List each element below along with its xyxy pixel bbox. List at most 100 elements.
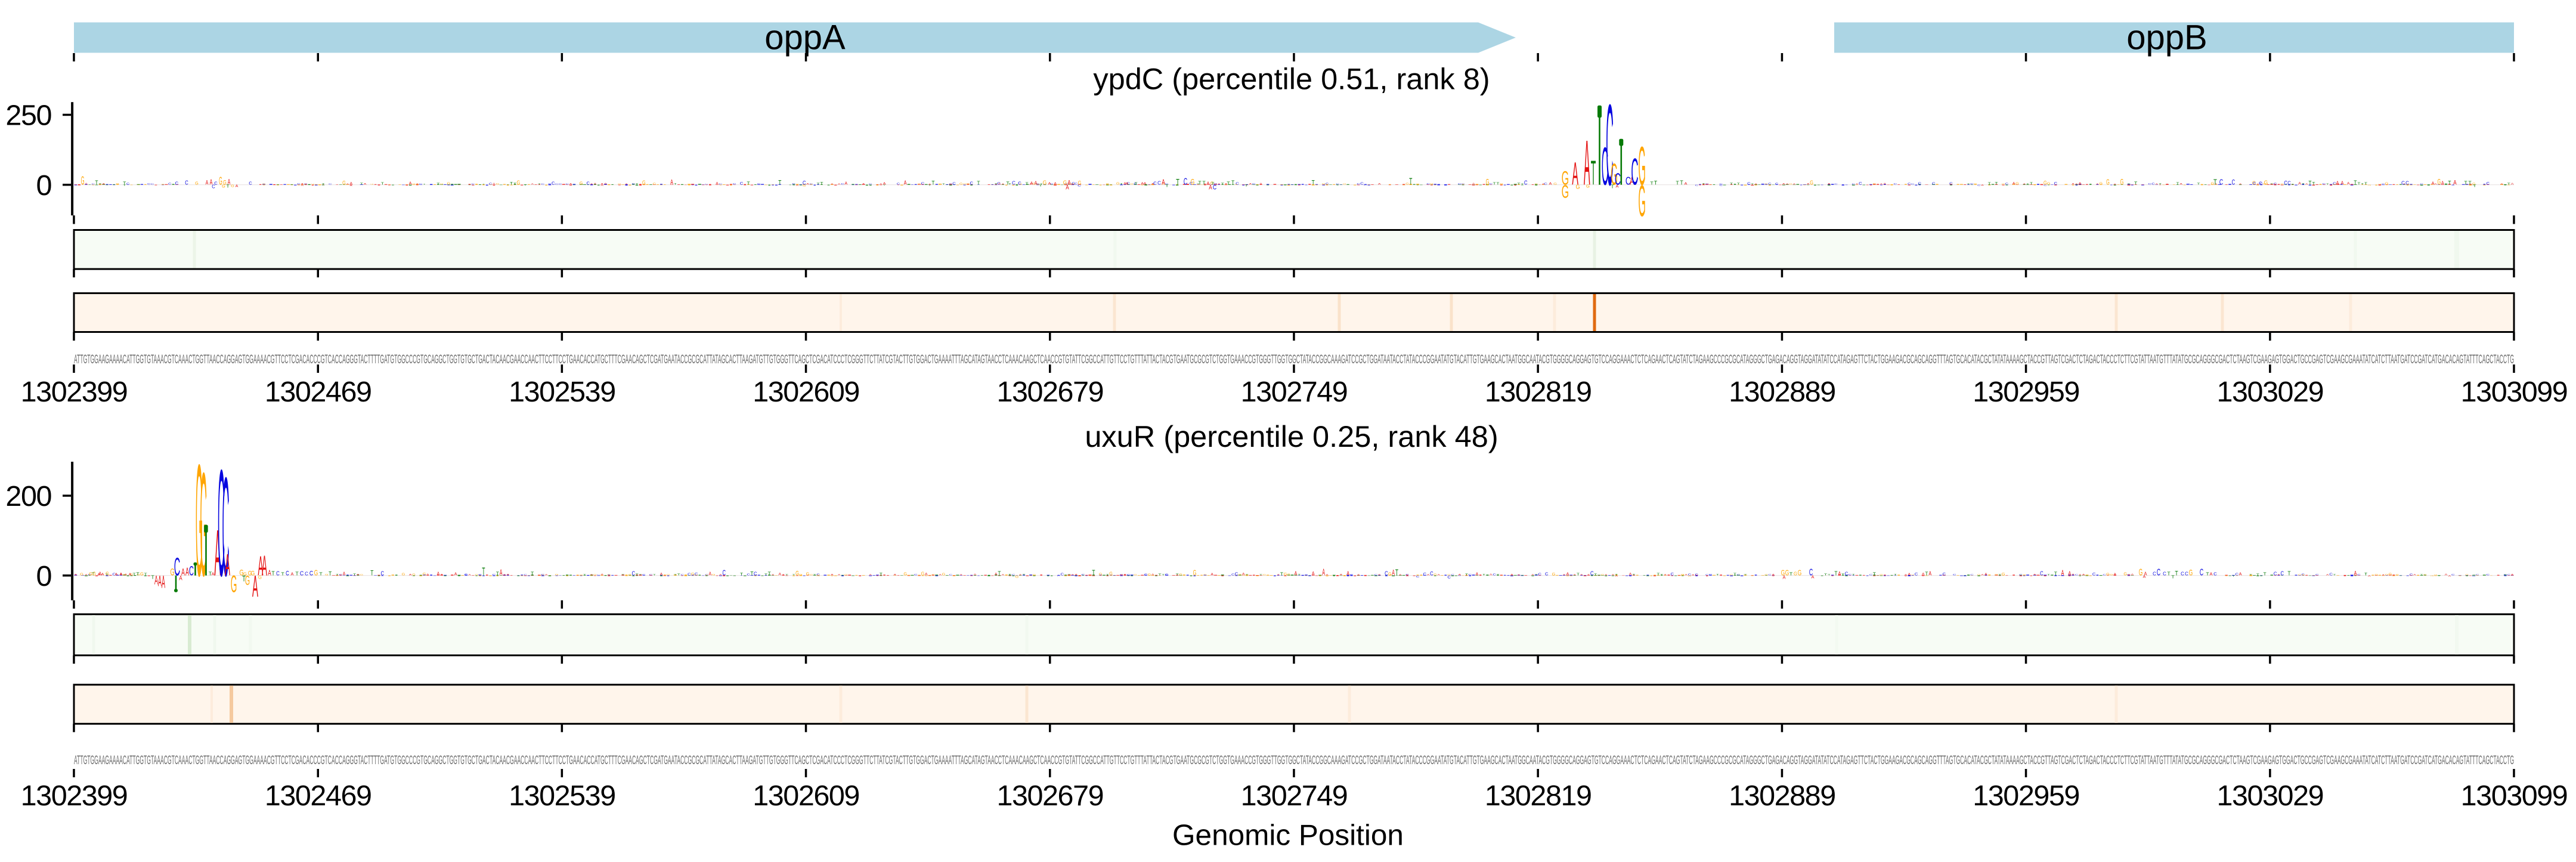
svg-text:C: C	[168, 183, 172, 186]
svg-text:G: G	[1764, 574, 1768, 576]
svg-text:G: G	[712, 574, 716, 576]
svg-text:T: T	[1535, 574, 1538, 576]
svg-text:C: C	[2187, 184, 2190, 185]
svg-text:T: T	[813, 574, 816, 576]
svg-text:T: T	[1221, 183, 1224, 186]
svg-text:T: T	[1280, 571, 1283, 576]
svg-text:G: G	[903, 571, 907, 577]
svg-text:ATTGTGGAAGAAAACATTGGTGTAAACGTC: ATTGTGGAAGAAAACATTGGTGTAAACGTCAAACTGGTTA…	[74, 752, 2514, 767]
svg-text:T: T	[2159, 183, 2162, 186]
svg-text:T: T	[1716, 574, 1719, 576]
svg-text:C: C	[1709, 574, 1713, 576]
svg-text:C: C	[276, 570, 280, 577]
svg-text:C: C	[1915, 572, 1918, 576]
svg-text:T: T	[513, 183, 516, 186]
svg-text:A: A	[545, 574, 548, 576]
svg-text:T: T	[1092, 569, 1095, 577]
svg-text:T: T	[1680, 180, 1683, 186]
svg-text:G: G	[1575, 184, 1580, 190]
svg-text:T: T	[2206, 572, 2209, 577]
svg-text:A: A	[1922, 573, 1925, 576]
svg-text:G: G	[222, 184, 225, 189]
svg-text:A: A	[844, 181, 847, 186]
svg-text:oppA: oppA	[764, 18, 846, 57]
svg-text:G: G	[1995, 574, 1998, 576]
svg-text:A: A	[939, 574, 942, 576]
svg-text:T: T	[883, 184, 887, 186]
svg-text:C: C	[2185, 571, 2188, 576]
svg-text:C: C	[304, 184, 308, 186]
svg-text:C: C	[688, 573, 691, 577]
svg-text:G: G	[1109, 571, 1113, 577]
svg-text:C: C	[151, 184, 154, 186]
svg-text:A: A	[2298, 182, 2301, 186]
svg-text:Genomic Position: Genomic Position	[1172, 819, 1404, 852]
svg-text:G: G	[1638, 177, 1645, 226]
svg-text:A: A	[472, 185, 475, 186]
svg-text:A: A	[1030, 181, 1033, 186]
svg-text:A: A	[454, 571, 457, 577]
svg-text:C: C	[1544, 183, 1547, 186]
svg-text:A: A	[2023, 183, 2026, 185]
svg-text:A: A	[893, 574, 896, 576]
svg-text:A: A	[594, 183, 597, 186]
svg-text:T: T	[1395, 567, 1399, 577]
svg-text:A: A	[2012, 182, 2015, 186]
svg-text:T: T	[1176, 177, 1179, 187]
svg-text:G: G	[1785, 569, 1789, 577]
svg-text:T: T	[817, 183, 820, 186]
svg-text:C: C	[189, 563, 194, 578]
svg-text:G: G	[1148, 574, 1151, 576]
svg-text:C: C	[249, 181, 252, 186]
svg-text:C: C	[1082, 574, 1085, 576]
svg-text:T: T	[2420, 574, 2423, 576]
svg-text:C: C	[329, 184, 332, 186]
svg-text:0: 0	[36, 560, 51, 592]
svg-text:T: T	[928, 184, 931, 186]
svg-text:T: T	[583, 574, 586, 576]
svg-text:C: C	[2103, 574, 2106, 576]
svg-text:A: A	[600, 185, 603, 187]
svg-text:T: T	[360, 183, 363, 186]
svg-text:A: A	[162, 572, 165, 592]
svg-text:T: T	[636, 573, 639, 576]
svg-text:C: C	[300, 570, 304, 577]
svg-text:1302959: 1302959	[1973, 780, 2079, 812]
svg-text:C: C	[2315, 574, 2319, 576]
svg-text:C: C	[1631, 150, 1638, 193]
svg-text:A: A	[2061, 570, 2064, 578]
svg-text:A: A	[1437, 574, 1440, 576]
svg-text:G: G	[1552, 573, 1556, 577]
svg-text:G: G	[516, 180, 520, 186]
svg-text:1302609: 1302609	[753, 376, 859, 408]
svg-text:A: A	[1392, 569, 1395, 577]
svg-text:A: A	[426, 574, 429, 576]
svg-text:T: T	[931, 180, 935, 186]
svg-text:T: T	[2197, 183, 2200, 186]
svg-text:A: A	[1928, 570, 1931, 577]
svg-text:A: A	[1151, 574, 1154, 576]
svg-text:C: C	[339, 574, 342, 576]
svg-text:G: G	[314, 569, 318, 577]
svg-text:C: C	[1012, 180, 1015, 186]
svg-text:A: A	[838, 184, 841, 186]
svg-text:C: C	[2486, 574, 2490, 576]
svg-text:C: C	[1524, 180, 1528, 186]
svg-text:G: G	[628, 574, 632, 576]
svg-text:A: A	[1322, 567, 1325, 578]
svg-text:A: A	[1984, 573, 1988, 576]
svg-text:C: C	[185, 180, 188, 186]
svg-text:T: T	[1828, 574, 1831, 576]
svg-text:A: A	[1259, 183, 1262, 186]
svg-text:T: T	[329, 570, 332, 576]
svg-text:G: G	[2047, 183, 2051, 186]
svg-text:1303029: 1303029	[2216, 780, 2323, 812]
svg-text:T: T	[2464, 180, 2467, 186]
svg-text:G: G	[1764, 184, 1768, 186]
svg-text:1302679: 1302679	[996, 376, 1103, 408]
svg-text:C: C	[1894, 183, 1897, 186]
svg-text:1303099: 1303099	[2461, 376, 2568, 408]
svg-text:G: G	[370, 184, 374, 185]
svg-text:A: A	[85, 183, 88, 186]
svg-text:C: C	[555, 184, 559, 186]
